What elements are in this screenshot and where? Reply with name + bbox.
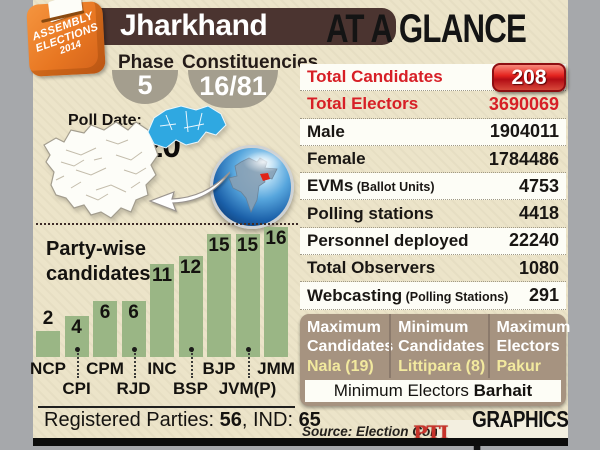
pointer-arrow-icon: [148, 171, 230, 213]
page-title: AT A GLANCE: [326, 7, 527, 51]
district-borders: [55, 139, 147, 201]
stats-row: Male 1904011: [300, 118, 566, 146]
extremes-columns: Maximum Candidates Nala (19) Minimum Candida…: [300, 314, 571, 378]
min-electors-label: Minimum Electors: [333, 381, 469, 400]
stats-value: 22240: [508, 230, 559, 251]
stats-value: 1904011: [489, 121, 559, 142]
india-globe-icon: [210, 145, 294, 229]
stats-value: 3690069: [488, 93, 559, 114]
stats-sublabel: (Polling Stations): [402, 289, 509, 304]
stats-value: 1784486: [488, 148, 559, 169]
stats-row: Total Electors 3690069: [300, 91, 566, 119]
stats-label: Total Candidates: [307, 67, 443, 87]
state-title-bar: Jharkhand: [96, 8, 396, 45]
extreme-header: Minimum Candidates: [398, 319, 485, 355]
stats-value: 4753: [518, 175, 559, 196]
jharkhand-highlight: [260, 173, 270, 181]
extreme-header: Maximum Candidates: [307, 319, 394, 355]
ind-label: , IND:: [241, 409, 299, 431]
stats-label: Total Electors: [307, 94, 419, 114]
stats-value: 291: [528, 285, 559, 306]
globe-shine: [243, 151, 283, 173]
ind-count: 65: [298, 409, 321, 431]
stats-row: Total Observers 1080: [300, 255, 566, 283]
extreme-column: Minimum Candidates Littipara (8): [389, 314, 487, 378]
bottom-black-bar: [33, 438, 568, 446]
extreme-header: Maximum Electors: [496, 319, 571, 355]
stats-row: Webcasting (Polling Stations) 291: [300, 282, 566, 310]
badge-text: ASSEMBLY ELECTIONS 2014: [28, 10, 105, 66]
total-candidates-badge: 208: [492, 63, 566, 92]
stats-label: Webcasting (Polling Stations): [307, 285, 509, 305]
stats-row: EVMs (Ballot Units) 4753: [300, 173, 566, 201]
state-title: Jharkhand: [120, 9, 268, 42]
extreme-column: Maximum Candidates Nala (19): [300, 314, 394, 378]
dotted-separator: [36, 223, 298, 225]
stats-row: Polling stations 4418: [300, 200, 566, 228]
extreme-value: Nala (19): [307, 357, 374, 375]
stats-value: 1080: [518, 257, 559, 278]
phase-value: 5: [137, 70, 153, 100]
chart-footer-rule: [38, 406, 295, 408]
constituencies-label: Constituencies: [182, 52, 319, 73]
stats-label: EVMs (Ballot Units): [307, 176, 435, 196]
square-glyph: [473, 446, 480, 450]
registered-count: 56: [219, 409, 242, 431]
registered-label: Registered Parties:: [44, 409, 220, 431]
phase-label: Phase: [118, 52, 174, 73]
poll-date-label: Poll Date:: [68, 112, 142, 129]
stats-label: Male: [307, 121, 345, 141]
stats-label: Personnel deployed: [307, 230, 469, 250]
stats-label: Total Observers: [307, 258, 436, 278]
graphics-label: GRAPHICS: [472, 406, 568, 450]
extreme-value: Pakur: [496, 357, 541, 375]
extreme-column: Maximum Electors Pakur: [487, 314, 571, 378]
stats-value: 4418: [518, 203, 559, 224]
stats-row: Total Candidates 208: [300, 63, 566, 92]
chart-title: Party-wise candidates: [46, 238, 151, 285]
extremes-box: Maximum Candidates Nala (19) Minimum Candida…: [300, 314, 571, 406]
stats-sublabel: (Ballot Units): [353, 180, 435, 195]
jharkhand-map: [43, 105, 227, 219]
stats-row: Personnel deployed 22240: [300, 227, 566, 256]
constituencies-value: 16/81: [199, 71, 267, 101]
ballot-box-icon: ASSEMBLY ELECTIONS 2014: [26, 0, 106, 77]
min-electors-row: Minimum Electors Barhait: [305, 380, 561, 402]
min-electors-value: Barhait: [473, 381, 533, 400]
registered-parties-line: Registered Parties: 56, IND: 65: [44, 409, 321, 432]
extreme-value: Littipara (8): [398, 357, 486, 375]
stats-row: Female 1784486: [300, 146, 566, 174]
stats-table: Total Candidates 208 Total Electors 3690069…: [300, 63, 566, 310]
stats-label: Female: [307, 149, 366, 169]
stats-label: Polling stations: [307, 203, 434, 223]
